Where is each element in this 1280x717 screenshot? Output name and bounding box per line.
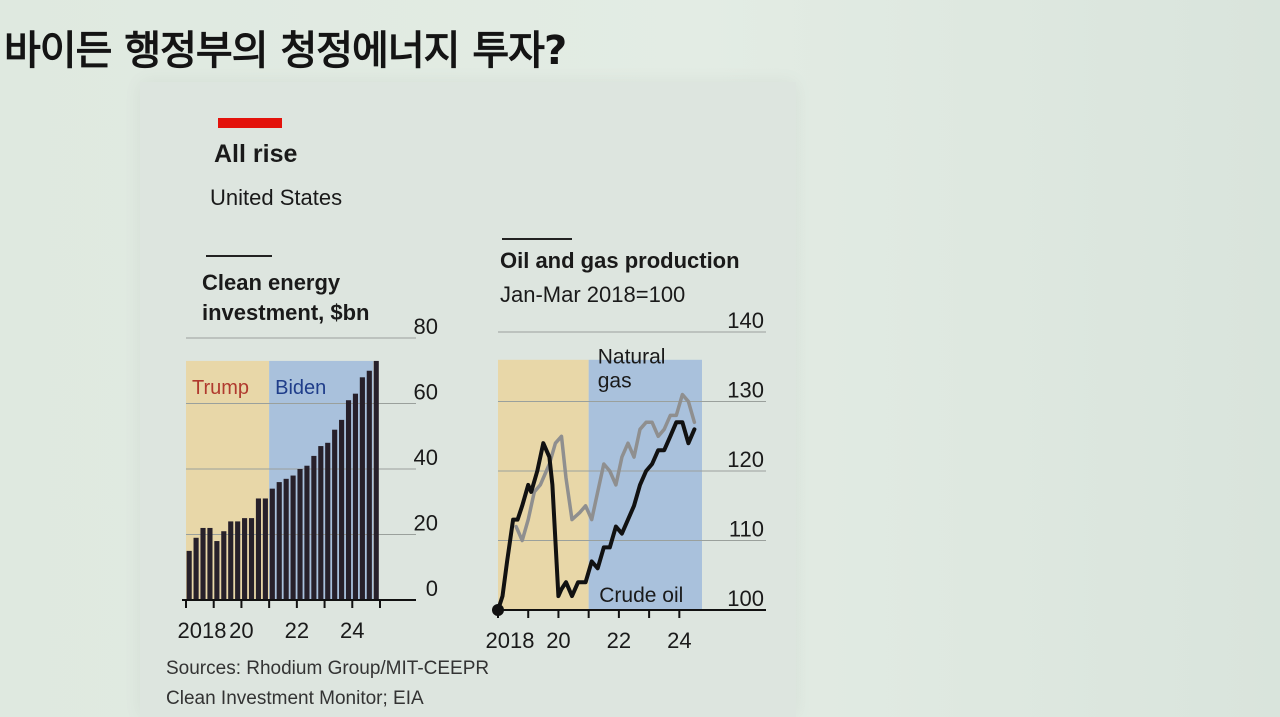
band-label-trump: Trump xyxy=(192,377,249,399)
natural-gas-label-line1: Natural xyxy=(598,345,666,368)
bar xyxy=(283,478,289,600)
bar xyxy=(207,527,213,600)
ytick-label: 20 xyxy=(414,511,438,536)
crude-oil-label: Crude oil xyxy=(599,584,683,607)
bar xyxy=(345,400,352,600)
ytick-label: 80 xyxy=(414,314,438,339)
right-panel-subtitle: Jan-Mar 2018=100 xyxy=(500,282,686,307)
bar xyxy=(221,531,227,600)
source-note: Sources: Rhodium Group/MIT-CEEPR Clean I… xyxy=(166,654,489,714)
ytick-label: 60 xyxy=(414,380,438,405)
xtick-label: 20 xyxy=(546,628,570,653)
ytick-label: 130 xyxy=(727,378,764,403)
left-panel-rule xyxy=(206,255,272,257)
xtick-label: 24 xyxy=(667,628,691,653)
bar xyxy=(235,521,241,600)
bar xyxy=(359,377,365,600)
source-line-1: Sources: Rhodium Group/MIT-CEEPR xyxy=(166,658,490,679)
left-panel-title-line2: investment, $bn xyxy=(202,300,370,325)
bar xyxy=(339,419,345,600)
crude-oil-line xyxy=(496,420,697,612)
xtick-label: 20 xyxy=(229,618,253,643)
bar xyxy=(262,498,268,600)
bar xyxy=(366,370,372,600)
xtick-label: 22 xyxy=(607,628,631,653)
ytick-label: 110 xyxy=(729,517,764,542)
bar xyxy=(248,518,255,600)
card-title: All rise xyxy=(214,140,298,168)
right-panel-rule xyxy=(502,238,572,240)
bar xyxy=(193,537,199,600)
xtick-label: 24 xyxy=(340,618,364,643)
ytick-label: 120 xyxy=(727,447,764,472)
chart-card: All rise United States Clean energy inve… xyxy=(140,82,796,717)
bar xyxy=(318,446,324,600)
bar xyxy=(290,475,296,600)
slide-title: 바이든 행정부의 청정에너지 투자? xyxy=(4,28,567,74)
bar xyxy=(276,482,282,600)
xtick-label: 2018 xyxy=(486,628,535,653)
xtick-label: 2018 xyxy=(178,618,227,643)
bar xyxy=(200,527,206,600)
bar xyxy=(311,455,317,600)
ytick-label: 0 xyxy=(426,576,438,601)
bar xyxy=(228,521,234,600)
right-panel-title: Oil and gas production xyxy=(500,248,740,273)
bar xyxy=(373,360,379,600)
xtick-label: 22 xyxy=(285,618,309,643)
bar xyxy=(214,541,220,600)
red-tag-accent xyxy=(218,118,282,128)
natural-gas-label-line2: gas xyxy=(598,369,632,392)
ytick-label: 40 xyxy=(414,445,438,470)
bar xyxy=(242,518,248,600)
ytick-label: 140 xyxy=(727,308,764,333)
period-band-trump xyxy=(186,360,270,600)
bar xyxy=(186,550,192,600)
bar xyxy=(304,465,310,600)
left-panel-title-line1: Clean energy xyxy=(202,270,341,295)
left-panel-title: Clean energy investment, $bn xyxy=(202,268,369,328)
card-subtitle: United States xyxy=(210,185,343,210)
bar xyxy=(332,429,338,600)
bar xyxy=(352,393,359,600)
source-line-2: Clean Investment Monitor; EIA xyxy=(166,688,424,709)
period-band-trump xyxy=(498,359,589,610)
bar xyxy=(325,442,331,600)
natural-gas-line xyxy=(514,392,697,543)
bar xyxy=(255,498,262,600)
ytick-label: 100 xyxy=(727,586,764,611)
bar xyxy=(297,469,303,600)
band-label-biden: Biden xyxy=(275,377,326,399)
bar xyxy=(269,488,275,600)
